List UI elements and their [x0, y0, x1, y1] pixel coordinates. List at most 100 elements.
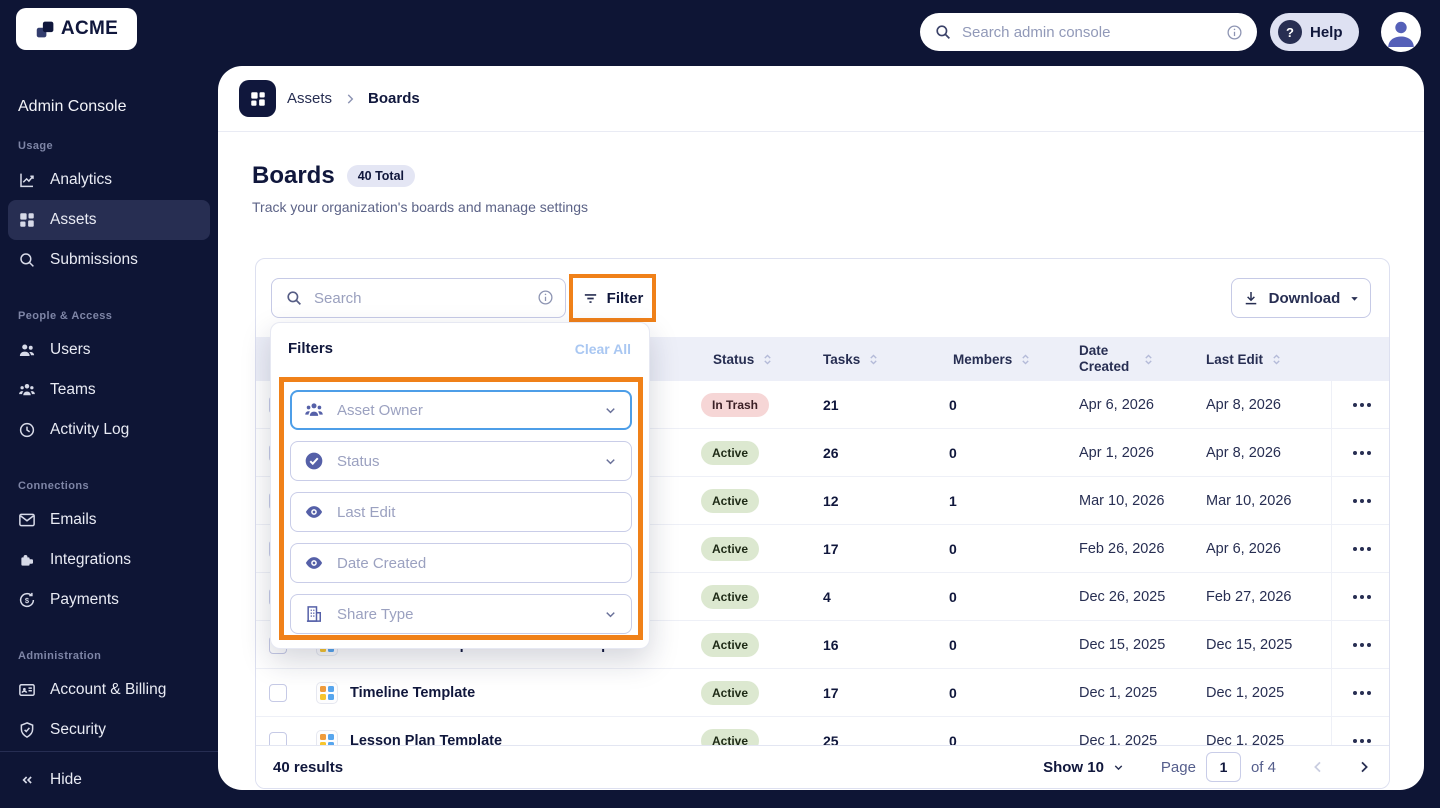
sidebar-item-payments[interactable]: $ Payments [8, 580, 210, 620]
page-label: Page [1160, 758, 1196, 776]
members-count: 0 [949, 588, 957, 605]
kebab-menu-icon [1352, 594, 1371, 599]
main-content: Assets Boards Boards 40 Total Track your… [218, 66, 1424, 790]
row-checkbox[interactable] [269, 683, 287, 702]
row-actions-button[interactable] [1331, 573, 1389, 620]
table-search[interactable] [271, 278, 566, 318]
breadcrumb-assets[interactable]: Assets [287, 90, 333, 107]
filter-option-asset-owner[interactable]: Asset Owner [290, 390, 632, 430]
row-actions-button[interactable] [1331, 429, 1389, 476]
sort-icon[interactable] [1270, 353, 1283, 366]
table-search-input[interactable] [271, 278, 566, 318]
info-icon [1227, 24, 1242, 40]
page-number-input[interactable] [1205, 752, 1241, 782]
sidebar-item-label: Analytics [50, 171, 113, 188]
board-grid-icon [250, 91, 265, 106]
date-created: Dec 1, 2025 [1079, 732, 1158, 749]
sort-icon[interactable] [761, 353, 774, 366]
date-created: Feb 26, 2026 [1079, 540, 1165, 557]
next-page-icon[interactable] [1356, 759, 1372, 775]
pagination-bar: 40 results Show 10 Page of 4 [256, 745, 1389, 788]
sort-icon[interactable] [1142, 353, 1155, 366]
sidebar-hide-button[interactable]: Hide [8, 760, 210, 800]
last-edit: Mar 10, 2026 [1206, 492, 1292, 509]
column-header-last-edit[interactable]: Last Edit [1206, 352, 1331, 367]
last-edit: Dec 1, 2025 [1206, 732, 1285, 749]
sidebar-item-integrations[interactable]: Integrations [8, 540, 210, 580]
show-per-page-select[interactable]: Show 10 [1043, 759, 1125, 776]
members-count: 0 [949, 684, 957, 701]
acme-logo[interactable]: ACME [16, 8, 137, 50]
assets-icon [20, 213, 34, 227]
download-button[interactable]: Download [1231, 278, 1371, 318]
column-header-tasks[interactable]: Tasks [823, 352, 949, 367]
person-icon [1388, 21, 1414, 47]
table-row: Timeline Template Active 17 0 Dec 1, 202… [256, 669, 1389, 717]
table-toolbar: Filter Download [256, 259, 1389, 337]
sidebar-item-assets[interactable]: Assets [8, 200, 210, 240]
breadcrumb-boards: Boards [368, 90, 420, 107]
row-actions-button[interactable] [1331, 621, 1389, 668]
filters-title: Filters [288, 340, 334, 357]
tasks-count: 17 [823, 540, 839, 557]
envelope-icon [19, 513, 35, 527]
members-count: 1 [949, 492, 957, 509]
kebab-menu-icon [1352, 690, 1371, 695]
logo-icon [36, 21, 54, 37]
sidebar-item-label: Payments [50, 591, 119, 608]
kebab-menu-icon [1352, 450, 1371, 455]
check-circle-icon [305, 452, 323, 470]
filter-option-date-created[interactable]: Date Created [290, 543, 632, 583]
sidebar-item-activity-log[interactable]: Activity Log [8, 410, 210, 450]
avatar[interactable] [1381, 12, 1421, 52]
admin-search[interactable] [920, 13, 1257, 51]
column-label: Date Created [1079, 343, 1130, 374]
section-label-people-access: People & Access [18, 310, 113, 322]
column-header-date-created[interactable]: Date Created [1079, 343, 1206, 374]
kebab-menu-icon [1352, 498, 1371, 503]
sidebar-item-account-billing[interactable]: Account & Billing [8, 670, 210, 710]
help-label: Help [1310, 23, 1343, 41]
sort-icon[interactable] [867, 353, 880, 366]
sidebar-item-emails[interactable]: Emails [8, 500, 210, 540]
board-name[interactable]: Lesson Plan Template [350, 732, 503, 749]
sidebar-item-submissions[interactable]: Submissions [8, 240, 210, 280]
search-icon [287, 291, 301, 305]
sidebar-item-label: Integrations [50, 551, 131, 568]
sidebar-item-analytics[interactable]: Analytics [8, 160, 210, 200]
sidebar-item-users[interactable]: Users [8, 330, 210, 370]
row-actions-button[interactable] [1331, 717, 1389, 764]
members-count: 0 [949, 540, 957, 557]
filter-option-last-edit[interactable]: Last Edit [290, 492, 632, 532]
column-header-status[interactable]: Status [701, 352, 823, 367]
sidebar-item-security[interactable]: Security [8, 710, 210, 750]
page-title: Boards [252, 162, 335, 189]
admin-search-input[interactable] [962, 23, 1226, 41]
last-edit: Apr 6, 2026 [1206, 540, 1281, 557]
date-created: Dec 15, 2025 [1079, 636, 1166, 653]
sidebar-item-teams[interactable]: Teams [8, 370, 210, 410]
status-badge: In Trash [701, 392, 770, 417]
board-name[interactable]: Timeline Template [350, 684, 476, 701]
page-of-label: of 4 [1250, 758, 1276, 776]
filter-option-share-type[interactable]: Share Type [290, 594, 632, 634]
sort-icon[interactable] [1019, 353, 1032, 366]
row-actions-button[interactable] [1331, 477, 1389, 524]
row-actions-button[interactable] [1331, 525, 1389, 572]
row-actions-button[interactable] [1331, 381, 1389, 428]
date-created: Mar 10, 2026 [1079, 492, 1165, 509]
help-button[interactable]: ? Help [1270, 13, 1359, 51]
date-created: Dec 1, 2025 [1079, 684, 1158, 701]
filter-option-label: Date Created [337, 554, 427, 572]
id-card-icon [19, 684, 35, 696]
previous-page-icon[interactable] [1310, 759, 1326, 775]
row-actions-button[interactable] [1331, 669, 1389, 716]
logo-text: ACME [60, 18, 119, 39]
clear-all-button[interactable]: Clear All [574, 340, 631, 357]
filter-option-status[interactable]: Status [290, 441, 632, 481]
page-subtitle: Track your organization's boards and man… [252, 199, 589, 215]
members-count: 0 [949, 732, 957, 749]
column-header-members[interactable]: Members [949, 352, 1079, 367]
tasks-count: 21 [823, 396, 839, 413]
filter-button[interactable]: Filter [573, 278, 652, 318]
